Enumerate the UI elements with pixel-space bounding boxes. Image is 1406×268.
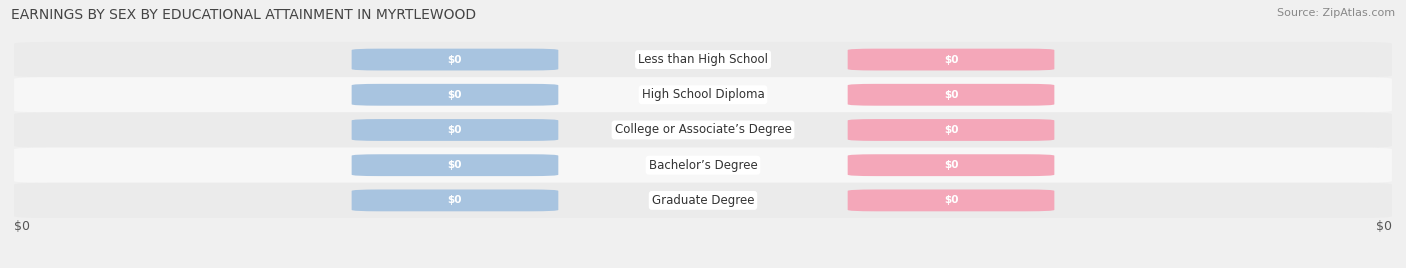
Text: $0: $0 — [943, 55, 959, 65]
FancyBboxPatch shape — [14, 77, 1392, 112]
FancyBboxPatch shape — [14, 112, 1392, 148]
FancyBboxPatch shape — [14, 183, 1392, 218]
FancyBboxPatch shape — [352, 154, 558, 176]
Text: $0: $0 — [447, 125, 463, 135]
Text: College or Associate’s Degree: College or Associate’s Degree — [614, 124, 792, 136]
FancyBboxPatch shape — [848, 154, 1054, 176]
FancyBboxPatch shape — [352, 189, 558, 211]
Text: Source: ZipAtlas.com: Source: ZipAtlas.com — [1277, 8, 1395, 18]
FancyBboxPatch shape — [848, 49, 1054, 70]
FancyBboxPatch shape — [14, 42, 1392, 77]
Text: $0: $0 — [943, 195, 959, 205]
Text: Bachelor’s Degree: Bachelor’s Degree — [648, 159, 758, 172]
FancyBboxPatch shape — [352, 49, 558, 70]
Text: $0: $0 — [943, 125, 959, 135]
Text: Less than High School: Less than High School — [638, 53, 768, 66]
FancyBboxPatch shape — [848, 119, 1054, 141]
Text: $0: $0 — [447, 90, 463, 100]
Text: $0: $0 — [943, 160, 959, 170]
FancyBboxPatch shape — [848, 84, 1054, 106]
FancyBboxPatch shape — [352, 84, 558, 106]
Text: $0: $0 — [943, 90, 959, 100]
Text: EARNINGS BY SEX BY EDUCATIONAL ATTAINMENT IN MYRTLEWOOD: EARNINGS BY SEX BY EDUCATIONAL ATTAINMEN… — [11, 8, 477, 22]
Text: High School Diploma: High School Diploma — [641, 88, 765, 101]
Text: $0: $0 — [447, 160, 463, 170]
Text: $0: $0 — [1376, 220, 1392, 233]
FancyBboxPatch shape — [352, 119, 558, 141]
Text: Graduate Degree: Graduate Degree — [652, 194, 754, 207]
FancyBboxPatch shape — [848, 189, 1054, 211]
Text: $0: $0 — [14, 220, 30, 233]
FancyBboxPatch shape — [14, 148, 1392, 183]
Text: $0: $0 — [447, 195, 463, 205]
Text: $0: $0 — [447, 55, 463, 65]
